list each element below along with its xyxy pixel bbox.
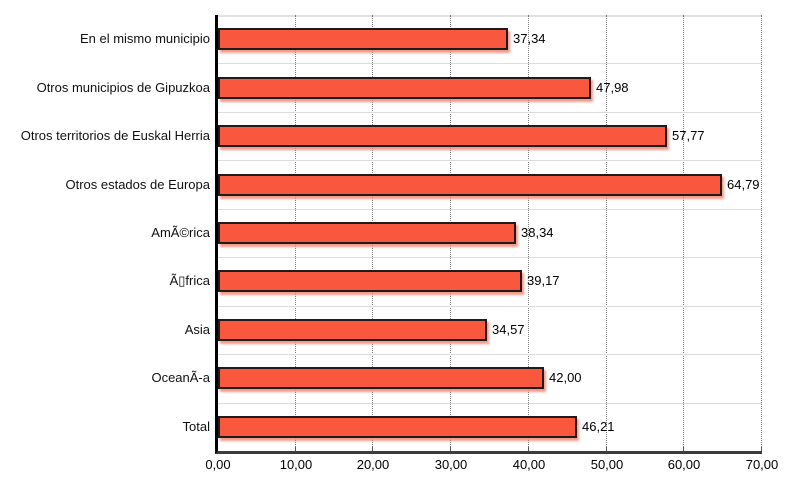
bar-value-label: 37,34 [513, 31, 546, 46]
bar-value-label: 57,77 [672, 128, 705, 143]
bar-value-label: 46,21 [582, 419, 615, 434]
x-axis-tick-label: 50,00 [590, 457, 624, 472]
category-label: Asia [184, 322, 210, 337]
x-axis-tick-label: 70,00 [745, 457, 779, 472]
x-axis-tick [606, 447, 607, 451]
plot-top-border [218, 15, 762, 17]
bar-value-label: 34,57 [492, 322, 525, 337]
x-axis-tick [450, 447, 451, 451]
category-label: En el mismo municipio [79, 31, 210, 46]
bar-value-label: 42,00 [549, 370, 582, 385]
category-label: OceanÃ-a [151, 370, 210, 385]
x-axis-tick-label: 20,00 [356, 457, 390, 472]
x-axis-tick-label: 40,00 [512, 457, 546, 472]
category-label: Otros estados de Europa [65, 177, 210, 192]
x-axis-tick [372, 447, 373, 451]
gridline [527, 15, 529, 451]
row-boundary-line [218, 354, 762, 355]
gridline [605, 15, 607, 451]
row-boundary-line [218, 306, 762, 307]
plot-area: 37,34 47,98 57,77 64,79 38,34 39,17 34,57 42,00… [215, 15, 762, 454]
row-boundary-line [218, 403, 762, 404]
bar [218, 222, 516, 244]
category-label: Ã▯frica [169, 273, 210, 288]
gridline [761, 15, 762, 451]
bar [218, 319, 487, 341]
bar-value-label: 39,17 [527, 273, 560, 288]
bar [218, 416, 577, 438]
row-boundary-line [218, 63, 762, 64]
row-boundary-line [218, 160, 762, 161]
category-label: AmÃ©rica [151, 225, 210, 240]
row-boundary-line [218, 112, 762, 113]
category-label: Otros municipios de Gipuzkoa [36, 80, 210, 95]
x-axis-tick [295, 447, 296, 451]
category-label: Total [182, 419, 210, 434]
x-axis-tick-label: 10,00 [279, 457, 313, 472]
category-label: Otros territorios de Euskal Herria [20, 128, 210, 143]
bar [218, 28, 508, 50]
bar-value-label: 47,98 [596, 80, 629, 95]
bar-value-label: 64,79 [727, 177, 760, 192]
bar [218, 367, 544, 389]
bar [218, 125, 667, 147]
x-axis-tick-label: 30,00 [434, 457, 468, 472]
gridline [683, 15, 685, 451]
x-axis-tick [761, 447, 762, 451]
bar-value-label: 38,34 [521, 225, 554, 240]
x-axis-tick [528, 447, 529, 451]
row-boundary-line [218, 209, 762, 210]
row-boundary-line [218, 257, 762, 258]
x-axis-tick-label: 60,00 [667, 457, 701, 472]
x-axis-tick [683, 447, 684, 451]
bar [218, 270, 522, 292]
bar [218, 77, 591, 99]
x-axis-tick-label: 0,00 [205, 457, 231, 472]
bar [218, 174, 722, 196]
